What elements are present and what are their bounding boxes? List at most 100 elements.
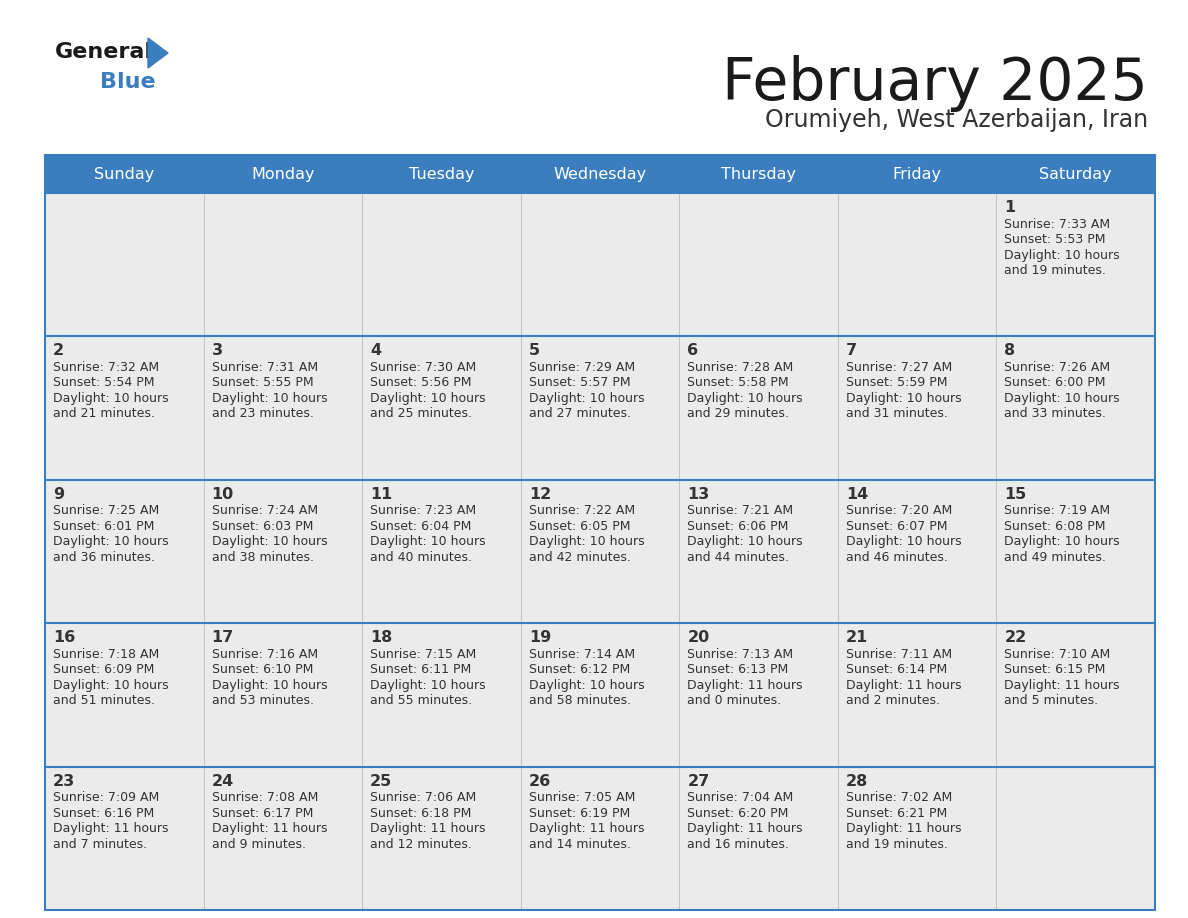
Text: Sunrise: 7:16 AM: Sunrise: 7:16 AM bbox=[211, 648, 317, 661]
Bar bbox=[838, 767, 997, 910]
Text: 10: 10 bbox=[211, 487, 234, 502]
Text: 12: 12 bbox=[529, 487, 551, 502]
Text: Sunset: 6:20 PM: Sunset: 6:20 PM bbox=[688, 807, 789, 820]
Text: Sunset: 5:59 PM: Sunset: 5:59 PM bbox=[846, 376, 947, 389]
Bar bbox=[680, 480, 838, 623]
Bar bbox=[203, 336, 362, 480]
Text: and 46 minutes.: and 46 minutes. bbox=[846, 551, 948, 564]
Text: and 12 minutes.: and 12 minutes. bbox=[371, 837, 472, 851]
Text: Sunset: 6:16 PM: Sunset: 6:16 PM bbox=[53, 807, 154, 820]
Bar bbox=[362, 155, 520, 193]
Text: Sunset: 6:11 PM: Sunset: 6:11 PM bbox=[371, 663, 472, 677]
Text: 13: 13 bbox=[688, 487, 709, 502]
Text: 26: 26 bbox=[529, 774, 551, 789]
Text: and 0 minutes.: and 0 minutes. bbox=[688, 694, 782, 707]
Text: Sunset: 6:19 PM: Sunset: 6:19 PM bbox=[529, 807, 630, 820]
Text: Daylight: 10 hours: Daylight: 10 hours bbox=[371, 678, 486, 691]
Text: Orumiyeh, West Azerbaijan, Iran: Orumiyeh, West Azerbaijan, Iran bbox=[765, 108, 1148, 132]
Text: Sunrise: 7:33 AM: Sunrise: 7:33 AM bbox=[1004, 218, 1111, 230]
Text: and 42 minutes.: and 42 minutes. bbox=[529, 551, 631, 564]
Text: Sunset: 5:58 PM: Sunset: 5:58 PM bbox=[688, 376, 789, 389]
Text: Sunset: 6:15 PM: Sunset: 6:15 PM bbox=[1004, 663, 1106, 677]
Text: Sunrise: 7:13 AM: Sunrise: 7:13 AM bbox=[688, 648, 794, 661]
Bar bbox=[362, 480, 520, 623]
Text: Daylight: 10 hours: Daylight: 10 hours bbox=[846, 535, 961, 548]
Bar bbox=[45, 155, 203, 193]
Bar bbox=[362, 193, 520, 336]
Bar bbox=[838, 336, 997, 480]
Text: Daylight: 10 hours: Daylight: 10 hours bbox=[53, 392, 169, 405]
Text: Sunrise: 7:32 AM: Sunrise: 7:32 AM bbox=[53, 361, 159, 374]
Bar bbox=[838, 623, 997, 767]
Text: Sunrise: 7:30 AM: Sunrise: 7:30 AM bbox=[371, 361, 476, 374]
Bar bbox=[997, 767, 1155, 910]
Text: Sunrise: 7:15 AM: Sunrise: 7:15 AM bbox=[371, 648, 476, 661]
Text: Daylight: 10 hours: Daylight: 10 hours bbox=[53, 535, 169, 548]
Bar bbox=[45, 767, 203, 910]
Text: Sunset: 6:17 PM: Sunset: 6:17 PM bbox=[211, 807, 312, 820]
Text: 25: 25 bbox=[371, 774, 392, 789]
Text: and 14 minutes.: and 14 minutes. bbox=[529, 837, 631, 851]
Text: Daylight: 10 hours: Daylight: 10 hours bbox=[846, 392, 961, 405]
Text: Daylight: 10 hours: Daylight: 10 hours bbox=[529, 535, 644, 548]
Text: and 19 minutes.: and 19 minutes. bbox=[846, 837, 948, 851]
Text: 18: 18 bbox=[371, 630, 392, 645]
Bar bbox=[680, 623, 838, 767]
Text: Blue: Blue bbox=[100, 72, 156, 92]
Text: Sunrise: 7:27 AM: Sunrise: 7:27 AM bbox=[846, 361, 952, 374]
Text: Sunset: 5:54 PM: Sunset: 5:54 PM bbox=[53, 376, 154, 389]
Text: Sunset: 5:55 PM: Sunset: 5:55 PM bbox=[211, 376, 314, 389]
Text: 4: 4 bbox=[371, 343, 381, 358]
Bar bbox=[997, 336, 1155, 480]
Text: and 16 minutes.: and 16 minutes. bbox=[688, 837, 789, 851]
Text: and 44 minutes.: and 44 minutes. bbox=[688, 551, 789, 564]
Text: Sunset: 6:13 PM: Sunset: 6:13 PM bbox=[688, 663, 789, 677]
Text: and 25 minutes.: and 25 minutes. bbox=[371, 408, 472, 420]
Text: Sunset: 6:12 PM: Sunset: 6:12 PM bbox=[529, 663, 630, 677]
Text: Sunset: 6:08 PM: Sunset: 6:08 PM bbox=[1004, 520, 1106, 532]
Bar bbox=[203, 480, 362, 623]
Text: Friday: Friday bbox=[892, 166, 942, 182]
Text: Saturday: Saturday bbox=[1040, 166, 1112, 182]
Bar bbox=[203, 623, 362, 767]
Text: Daylight: 11 hours: Daylight: 11 hours bbox=[1004, 678, 1120, 691]
Text: Sunset: 6:07 PM: Sunset: 6:07 PM bbox=[846, 520, 947, 532]
Bar bbox=[203, 155, 362, 193]
Bar bbox=[680, 155, 838, 193]
Text: Sunrise: 7:04 AM: Sunrise: 7:04 AM bbox=[688, 791, 794, 804]
Text: Daylight: 11 hours: Daylight: 11 hours bbox=[846, 678, 961, 691]
Text: Sunrise: 7:09 AM: Sunrise: 7:09 AM bbox=[53, 791, 159, 804]
Text: Daylight: 11 hours: Daylight: 11 hours bbox=[846, 823, 961, 835]
Text: Sunrise: 7:22 AM: Sunrise: 7:22 AM bbox=[529, 504, 634, 518]
Bar bbox=[45, 480, 203, 623]
Bar bbox=[520, 155, 680, 193]
Text: and 23 minutes.: and 23 minutes. bbox=[211, 408, 314, 420]
Text: Sunrise: 7:26 AM: Sunrise: 7:26 AM bbox=[1004, 361, 1111, 374]
Text: 14: 14 bbox=[846, 487, 868, 502]
Text: Sunset: 6:14 PM: Sunset: 6:14 PM bbox=[846, 663, 947, 677]
Text: Sunset: 6:03 PM: Sunset: 6:03 PM bbox=[211, 520, 312, 532]
Bar bbox=[680, 767, 838, 910]
Text: Sunset: 6:04 PM: Sunset: 6:04 PM bbox=[371, 520, 472, 532]
Text: Sunrise: 7:23 AM: Sunrise: 7:23 AM bbox=[371, 504, 476, 518]
Text: 1: 1 bbox=[1004, 200, 1016, 215]
Bar bbox=[520, 623, 680, 767]
Text: Daylight: 10 hours: Daylight: 10 hours bbox=[1004, 249, 1120, 262]
Text: Sunrise: 7:29 AM: Sunrise: 7:29 AM bbox=[529, 361, 634, 374]
Text: Daylight: 10 hours: Daylight: 10 hours bbox=[1004, 392, 1120, 405]
Text: and 21 minutes.: and 21 minutes. bbox=[53, 408, 154, 420]
Text: 5: 5 bbox=[529, 343, 539, 358]
Bar bbox=[362, 767, 520, 910]
Text: Sunrise: 7:10 AM: Sunrise: 7:10 AM bbox=[1004, 648, 1111, 661]
Text: and 51 minutes.: and 51 minutes. bbox=[53, 694, 154, 707]
Text: 2: 2 bbox=[53, 343, 64, 358]
Text: Sunrise: 7:28 AM: Sunrise: 7:28 AM bbox=[688, 361, 794, 374]
Text: and 29 minutes.: and 29 minutes. bbox=[688, 408, 789, 420]
Text: Sunrise: 7:11 AM: Sunrise: 7:11 AM bbox=[846, 648, 952, 661]
Text: and 5 minutes.: and 5 minutes. bbox=[1004, 694, 1099, 707]
Text: and 38 minutes.: and 38 minutes. bbox=[211, 551, 314, 564]
Bar bbox=[838, 480, 997, 623]
Bar bbox=[362, 336, 520, 480]
Text: Sunset: 6:00 PM: Sunset: 6:00 PM bbox=[1004, 376, 1106, 389]
Text: 23: 23 bbox=[53, 774, 75, 789]
